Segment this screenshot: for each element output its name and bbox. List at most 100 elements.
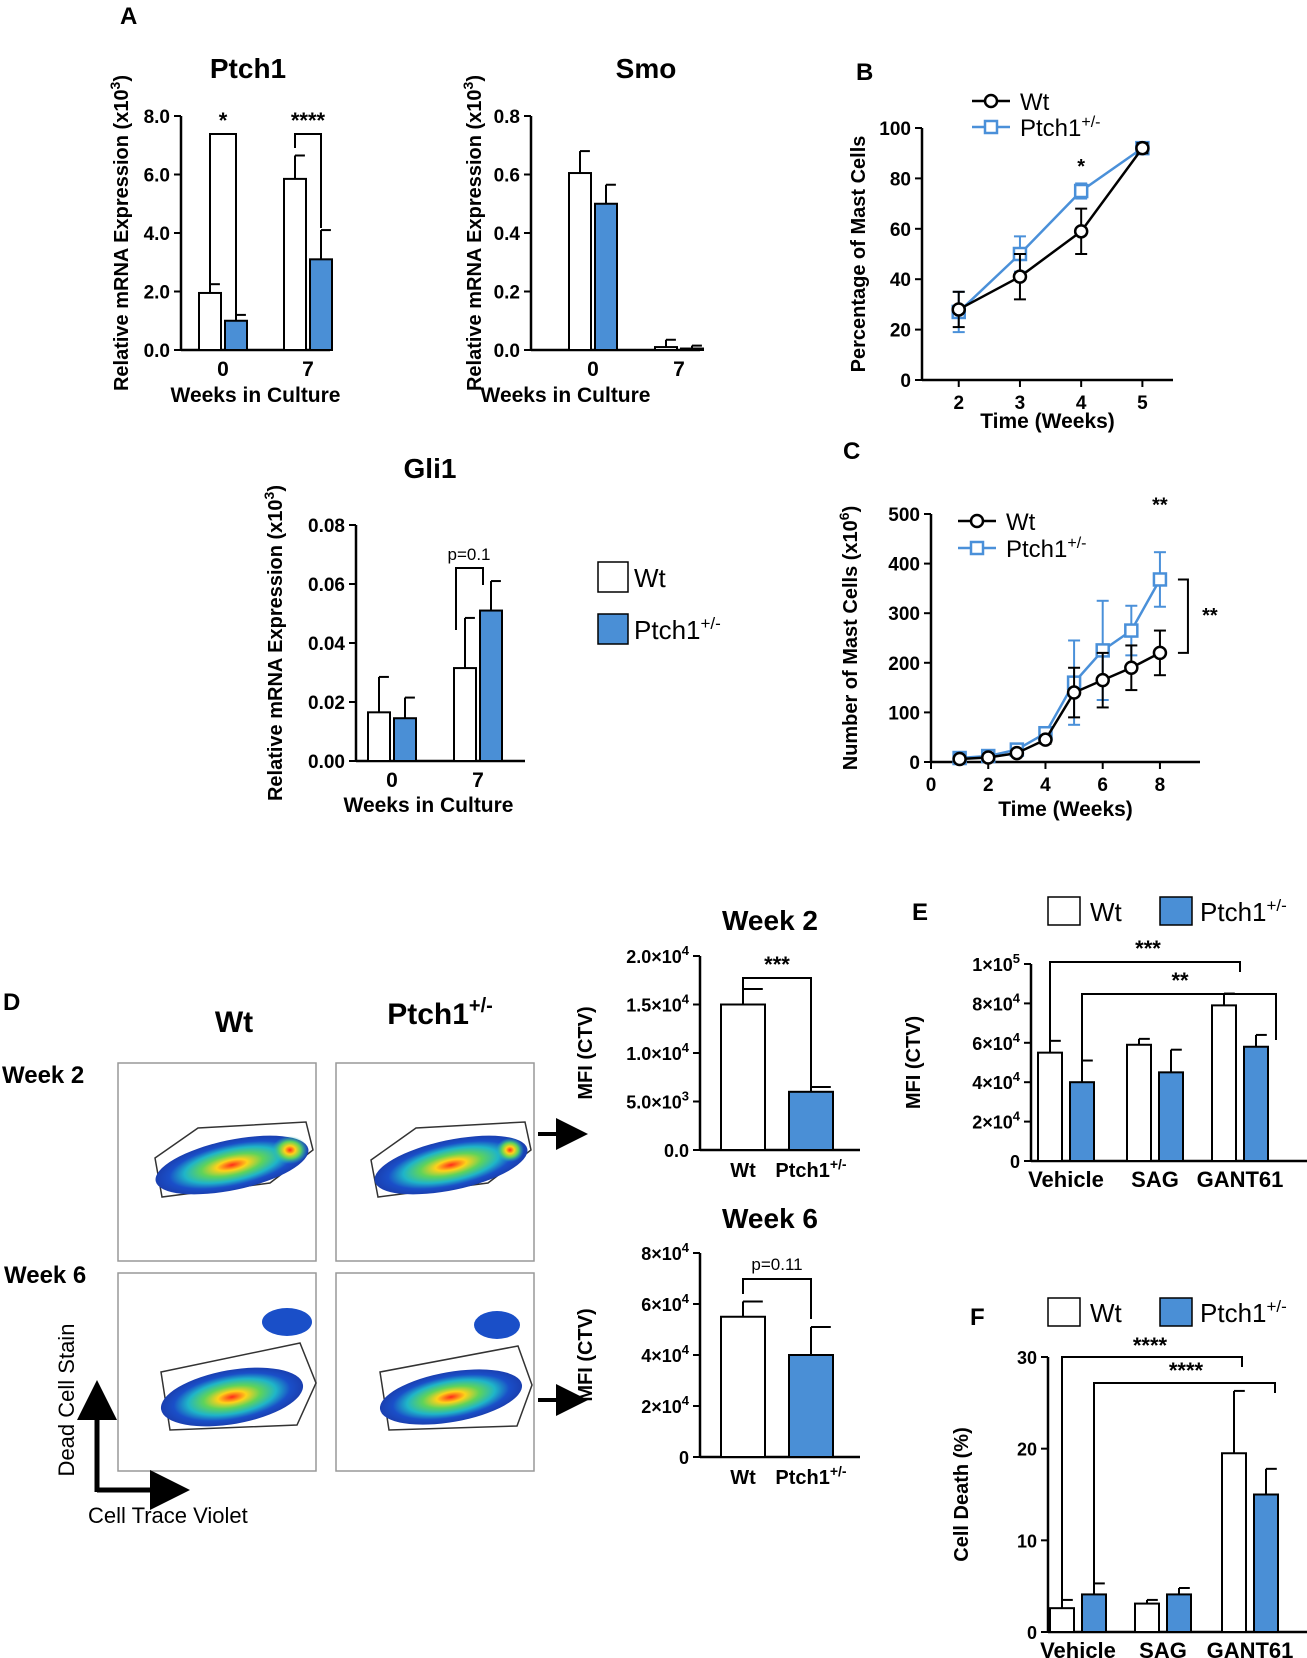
y-tick-label: 4×104 — [972, 1069, 1021, 1093]
x-tick-label: 7 — [302, 358, 314, 381]
sig-label: p=0.1 — [447, 545, 490, 564]
bar — [1081, 1593, 1107, 1633]
y-tick-label: 200 — [888, 654, 920, 675]
x-tick-label: GANT61 — [1197, 1167, 1284, 1192]
y-tick-label: 60 — [890, 220, 911, 241]
y-tick-label: 2×104 — [972, 1109, 1021, 1133]
y-tick-label: 0 — [909, 753, 920, 774]
x-tick-label: 0 — [926, 775, 937, 796]
sig-label: ** — [1202, 605, 1218, 627]
chart-title: Ptch1 — [210, 53, 286, 84]
chart-e-bar: 0 2×104 4×104 6×104 8×104 1×105 Vehicle SAG GANT… — [903, 936, 1307, 1192]
point-wt — [1073, 224, 1089, 239]
sig-label: * — [1077, 156, 1085, 178]
y-tick-label: 4.0 — [144, 224, 170, 245]
legend-f-wt-swatch — [1047, 1297, 1081, 1327]
sig-bracket — [1093, 1382, 1276, 1590]
flow-row-week6: Week 6 — [4, 1262, 86, 1289]
bar — [788, 1354, 834, 1458]
sig-bracket — [209, 133, 237, 315]
legend-c-mut-marker — [969, 540, 985, 556]
point-wt — [952, 751, 967, 767]
bar — [1243, 1045, 1269, 1162]
legend-c-wt-label: Wt — [1006, 509, 1036, 536]
x-tick-label: 4 — [1076, 393, 1087, 414]
bar — [1069, 1081, 1095, 1162]
bar — [1037, 1051, 1063, 1163]
sig-label: ** — [1171, 968, 1189, 993]
sig-label: *** — [1135, 936, 1161, 961]
chart-f-bar: 0 10 20 30 Vehicle SAG GANT61 Cell Death (%) ***… — [951, 1333, 1307, 1658]
point-wt — [1135, 140, 1150, 156]
legend-e-mut-swatch — [1159, 896, 1193, 926]
bar — [283, 177, 307, 351]
x-tick-label: 4 — [1040, 775, 1051, 796]
bar — [654, 346, 678, 352]
y-tick-label: 1×105 — [972, 951, 1020, 975]
bar — [224, 319, 248, 351]
legend-f-wt-label: Wt — [1090, 1298, 1123, 1328]
legend-c-mut-label: Ptch1+/- — [1006, 535, 1087, 563]
legend-a: Wt Ptch1+/- — [597, 561, 721, 645]
y-tick-label: 0.0 — [664, 1141, 689, 1161]
y-tick-label: 0.2 — [494, 283, 520, 304]
y-tick-label: 0.0 — [144, 341, 170, 362]
y-axis-label: Relative mRNA Expression (x103) — [460, 75, 486, 391]
x-tick-label: 7 — [472, 769, 484, 792]
y-axis-label: Relative mRNA Expression (x103) — [107, 75, 133, 391]
legend-b-mut-label: Ptch1+/- — [1020, 114, 1101, 142]
x-tick-label: SAG — [1139, 1638, 1187, 1658]
y-tick-label: 400 — [888, 555, 920, 576]
legend-e-mut-label: Ptch1+/- — [1200, 896, 1287, 927]
legend-b: Wt Ptch1+/- — [972, 89, 1101, 142]
flow-row-week2: Week 2 — [2, 1062, 84, 1089]
y-tick-label: 0.00 — [308, 752, 345, 773]
chart-title: Week 6 — [722, 1203, 818, 1234]
y-tick-label: 10 — [1017, 1531, 1037, 1551]
x-tick-label: 8 — [1155, 775, 1166, 796]
panel-letter-b: B — [856, 59, 873, 86]
legend-a-mut-label: Ptch1+/- — [634, 614, 721, 645]
bar — [1211, 1004, 1237, 1162]
x-axis-label: Weeks in Culture — [171, 384, 341, 407]
y-tick-label: 0.4 — [494, 224, 521, 245]
x-tick-label: 3 — [1015, 393, 1026, 414]
x-tick-label: 2 — [953, 393, 964, 414]
point-wt — [1038, 732, 1053, 747]
y-tick-label: 6×104 — [641, 1291, 690, 1315]
y-tick-label: 100 — [888, 703, 920, 724]
y-tick-label: 2.0 — [144, 283, 170, 304]
sig-label: **** — [291, 108, 326, 133]
flow-gate-week2-mut — [370, 1121, 532, 1198]
point-wt — [1124, 660, 1139, 676]
legend-c: Wt Ptch1+/- — [958, 509, 1087, 563]
y-tick-label: 1.0×104 — [626, 1040, 690, 1064]
legend-f: Wt Ptch1+/- — [1047, 1297, 1287, 1328]
flow-density-week6-wt — [160, 1367, 304, 1427]
legend-e-wt-label: Wt — [1090, 897, 1123, 927]
y-tick-label: 20 — [890, 321, 911, 342]
panel-letter-e: E — [912, 899, 928, 926]
y-tick-label: 2.0×104 — [626, 943, 690, 967]
legend-c-wt-marker — [969, 513, 985, 529]
y-tick-label: 0 — [900, 371, 911, 392]
flow-gate-week6-mut — [379, 1345, 533, 1431]
sig-label: *** — [764, 952, 790, 977]
bar — [1253, 1493, 1279, 1633]
point-wt — [951, 302, 966, 317]
flow-col-mut: Ptch1+/- — [387, 995, 493, 1031]
sig-bracket — [1177, 578, 1189, 654]
y-tick-label: 500 — [888, 505, 920, 526]
bar — [198, 291, 222, 351]
bar — [479, 609, 503, 762]
bar — [720, 1315, 766, 1458]
flow-panel: Wt Ptch1+/- Week 2 Week 6 Dead Cell Stai… — [2, 995, 588, 1528]
x-tick-label: 0 — [386, 769, 398, 792]
x-tick-label: SAG — [1131, 1167, 1179, 1192]
x-axis-label: Time (Weeks) — [998, 798, 1133, 821]
sig-bracket — [742, 1278, 812, 1319]
y-tick-label: 0.8 — [494, 107, 520, 128]
flow-x-axis-label: Cell Trace Violet — [88, 1503, 248, 1528]
y-tick-label: 0 — [679, 1448, 689, 1468]
legend-a-wt-swatch — [597, 561, 629, 593]
